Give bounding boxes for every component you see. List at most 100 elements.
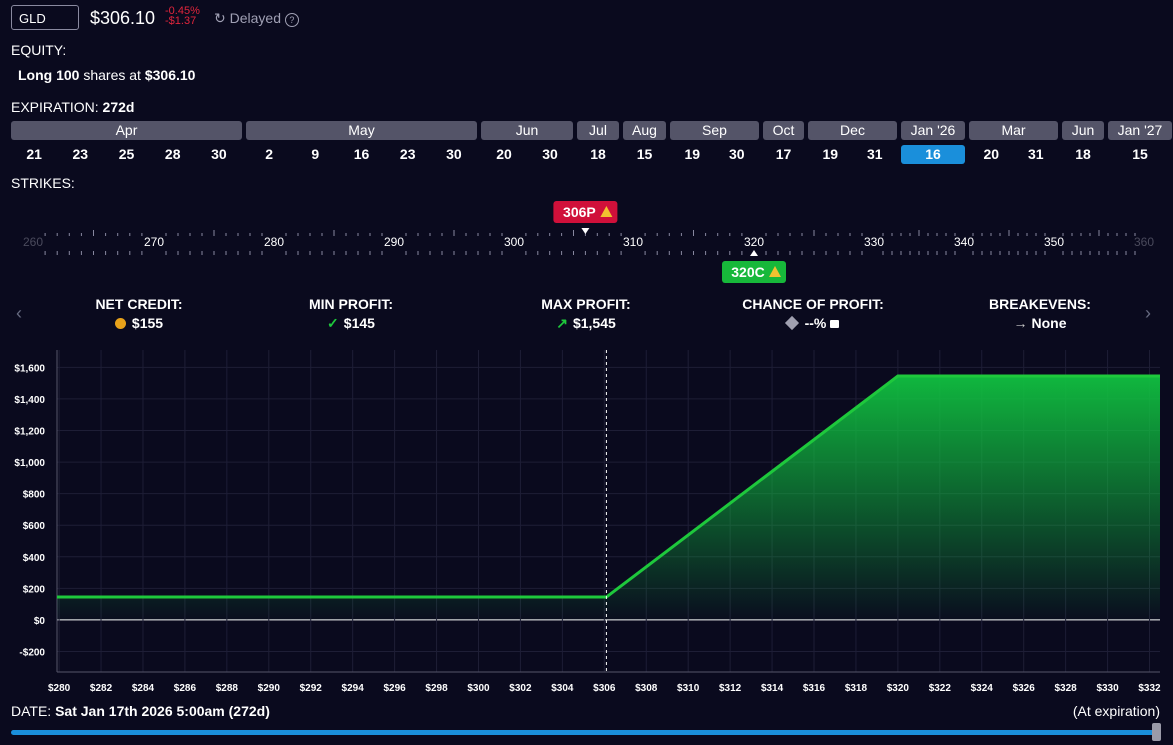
expiry-date[interactable]: 18 <box>590 146 606 162</box>
month[interactable]: Aug 15 <box>623 121 666 164</box>
strike-leg-badge[interactable] <box>722 261 786 283</box>
expiry-date[interactable]: 16 <box>901 145 965 164</box>
month-dates: 18 <box>577 145 619 164</box>
expiry-date[interactable]: 19 <box>822 146 839 162</box>
month-dates: 20 30 <box>481 145 573 164</box>
month-dates: 21 23 25 28 30 <box>11 145 242 164</box>
expiry-date[interactable]: 17 <box>775 146 792 162</box>
month[interactable]: May 2 9 16 23 30 <box>246 121 477 164</box>
x-tick-label: $326 <box>1013 683 1036 694</box>
expiry-date[interactable]: 20 <box>983 146 1000 162</box>
month-name: Jun <box>481 121 573 140</box>
chart: -$200 $0 $200 $400 $600 $800 $1,000 $1,200 $1,40… <box>14 350 1161 694</box>
x-tick-label: $298 <box>425 683 448 694</box>
expiry-date[interactable]: 23 <box>399 146 416 162</box>
month[interactable]: Sep 19 30 <box>670 121 759 164</box>
expiry-date[interactable]: 18 <box>1075 146 1091 162</box>
x-tick-label: $324 <box>971 683 994 694</box>
x-tick-label: $292 <box>300 683 323 694</box>
next-arrow[interactable]: › <box>1145 303 1151 323</box>
strike-label: 280 <box>264 235 284 249</box>
month-name: Jan '26 <box>901 121 965 140</box>
month-dates: 20 31 <box>969 145 1058 164</box>
stat-label: CHANCE OF PROFIT: <box>742 296 884 312</box>
x-tick-label: $330 <box>1096 683 1119 694</box>
expiry-date[interactable]: 30 <box>728 146 745 162</box>
info-icon: ? <box>284 13 299 27</box>
expiry-date[interactable]: 31 <box>1027 146 1044 162</box>
x-tick-label: $282 <box>90 683 113 694</box>
stat-value-row: --% <box>703 315 923 331</box>
slider-thumb[interactable] <box>1152 723 1161 741</box>
expiry-date[interactable]: 23 <box>72 146 89 162</box>
expiry-date[interactable]: 25 <box>118 146 135 162</box>
strike-ruler: 260 270 280 290 300 310 320 330 340 350 360 306P 320… <box>23 201 1154 283</box>
expiry-date[interactable]: 28 <box>164 146 181 162</box>
footer-note: (At expiration) <box>1072 703 1160 719</box>
stat: MAX PROFIT: ↗ $1,545 <box>476 296 696 332</box>
stat: BREAKEVENS: → None <box>930 296 1150 331</box>
stat-value: $145 <box>343 315 375 331</box>
strike-label: 310 <box>623 235 643 249</box>
x-tick-label: $314 <box>761 683 784 694</box>
strike-leg-label: 320C <box>731 264 764 280</box>
month[interactable]: Mar 20 31 <box>969 121 1058 164</box>
stat-value: $155 <box>131 315 164 331</box>
strike-leg-badge[interactable] <box>553 201 618 223</box>
x-tick-label: $306 <box>593 683 616 694</box>
x-tick-label: $294 <box>342 683 365 694</box>
equity-qty: Long 100 <box>18 67 80 83</box>
footer-date: DATE: Sat Jan 17th 2026 5:00am (272d) <box>11 703 270 719</box>
expiry-date[interactable]: 16 <box>353 146 370 162</box>
x-tick-label: $308 <box>635 683 658 694</box>
expiry-date[interactable]: 30 <box>542 146 558 162</box>
prev-arrow[interactable]: ‹ <box>16 303 22 323</box>
month[interactable]: Dec 19 31 <box>808 121 897 164</box>
ticker-input[interactable]: GLD <box>11 5 79 30</box>
expiry-date[interactable]: 30 <box>446 146 462 162</box>
expiry-date[interactable]: 9 <box>311 146 320 162</box>
month[interactable]: Jun 20 30 <box>481 121 573 164</box>
month[interactable]: Apr 21 23 25 28 30 <box>11 121 242 164</box>
status-text: Delayed <box>229 10 281 26</box>
strike-label: 260 <box>23 235 43 249</box>
expiry-date[interactable]: 30 <box>211 146 227 162</box>
expiry-date[interactable]: 2 <box>265 146 273 162</box>
expiry-date[interactable]: 15 <box>636 146 653 162</box>
expiry-date[interactable]: 20 <box>496 146 512 162</box>
month-dates: 15 <box>623 145 666 164</box>
stat-label: MAX PROFIT: <box>541 296 631 312</box>
month-row: Apr 21 23 25 28 30 May 2 9 16 23 30 Jun 20 30 Jul 18 Aug 1… <box>11 121 1172 164</box>
expiry-date[interactable]: 21 <box>26 146 42 162</box>
stat-value: None <box>1031 315 1067 331</box>
status[interactable]: ↻ Delayed ? <box>214 10 299 27</box>
date-slider[interactable] <box>11 730 1155 735</box>
expiry-date[interactable]: 19 <box>684 146 701 162</box>
stat-icon: ↗ <box>556 315 568 331</box>
strikes-label: STRIKES: <box>11 175 75 191</box>
strike-label: 290 <box>384 235 404 249</box>
y-tick-label: $1,400 <box>14 395 45 406</box>
y-tick-label: $1,200 <box>14 427 45 438</box>
strike-label: 270 <box>144 235 164 249</box>
equity-text: shares at <box>83 67 141 83</box>
month[interactable]: Jan '26 16 <box>901 121 965 164</box>
month-name: Sep <box>670 121 759 140</box>
month-dates: 16 <box>901 145 965 164</box>
expiry-date[interactable]: 15 <box>1132 146 1148 162</box>
month-name: Dec <box>808 121 897 140</box>
area-fill <box>57 376 1160 620</box>
x-tick-label: $284 <box>132 683 155 694</box>
expiry-date[interactable]: 31 <box>866 146 883 162</box>
month[interactable]: Oct 17 <box>763 121 804 164</box>
x-tick-label: $332 <box>1138 683 1161 694</box>
month[interactable]: Jan '27 15 <box>1108 121 1172 164</box>
month-name: Jul <box>577 121 619 140</box>
date-label: DATE: <box>11 703 52 719</box>
pnl-line <box>57 374 1160 599</box>
month[interactable]: Jun 18 <box>1062 121 1104 164</box>
x-tick-label: $300 <box>467 683 490 694</box>
month[interactable]: Jul 18 <box>577 121 619 164</box>
x-tick-label: $318 <box>845 683 868 694</box>
equity-price: $306.10 <box>144 67 196 83</box>
